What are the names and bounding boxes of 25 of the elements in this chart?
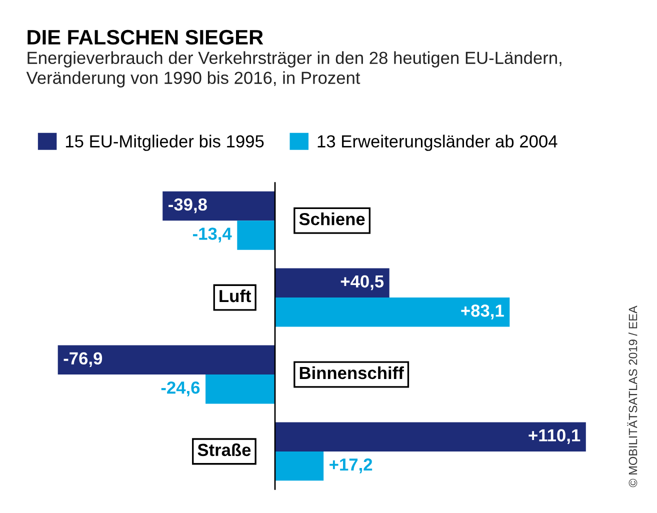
bar <box>274 422 586 452</box>
y-tick-label: Straße <box>198 443 251 456</box>
legend-label: 15 EU-Mitglieder bis 1995 <box>66 134 264 151</box>
data-label: -24,6 <box>161 381 200 396</box>
data-label: +83,1 <box>461 304 504 320</box>
chart-subtitle: Energieverbrauch der Verkehrsträger in den 28 heutigen EU-Ländern, Veränderung von 1990 bis 2016, in Prozent <box>26 51 562 88</box>
bar <box>58 345 275 374</box>
y-tick-label: Schiene <box>299 212 365 226</box>
bar <box>274 298 510 327</box>
bar <box>237 220 275 250</box>
data-label: +110,1 <box>528 429 580 444</box>
bar <box>274 268 390 298</box>
data-label: -39,8 <box>168 198 207 214</box>
data-label: +17,2 <box>330 458 372 474</box>
data-label: -76,9 <box>64 352 102 368</box>
text: © MOBILITÄTSATLAS 2019 / EEA <box>627 306 638 488</box>
bar <box>274 451 324 481</box>
legend-label: 13 Erweiterungsländer ab 2004 <box>318 134 558 151</box>
data-label: -13,4 <box>192 228 232 242</box>
chart-title: DIE FALSCHEN SIEGER <box>28 30 264 45</box>
bar <box>162 191 275 221</box>
bar <box>206 374 275 404</box>
data-label: +40,5 <box>340 275 384 290</box>
y-tick-label: Binnenschiff <box>300 366 404 380</box>
y-tick-label: Luft <box>220 289 252 302</box>
